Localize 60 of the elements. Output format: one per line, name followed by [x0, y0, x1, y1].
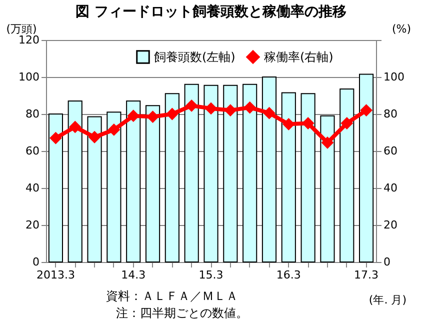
bar [164, 93, 180, 262]
y-tick-label: 40 [26, 182, 40, 194]
point [321, 136, 334, 149]
bar [106, 112, 122, 262]
point [340, 117, 353, 130]
point [204, 102, 218, 114]
y2-tick-label: 0 [384, 256, 390, 268]
y2-tick-label: 100 [384, 70, 404, 84]
bar [48, 114, 63, 262]
y-tick-label: 60 [26, 144, 40, 158]
x-tick-label: 14.3 [121, 268, 146, 282]
y-tick-label: 80 [26, 108, 40, 120]
point [263, 107, 276, 120]
bar [184, 84, 199, 262]
y2-axis-title: (%) [392, 22, 412, 36]
point [244, 101, 256, 114]
legend-label: 稼働率(右軸) [264, 50, 334, 64]
y2-tick-label: 80 [384, 108, 398, 120]
bar [359, 74, 374, 262]
y-tick-label: 0 [32, 256, 40, 268]
y-axis-title: (万頭) [6, 22, 37, 36]
y-tick-label: 120 [18, 34, 40, 46]
point [127, 110, 140, 122]
bar [320, 115, 335, 262]
point [108, 124, 120, 136]
point [69, 120, 82, 133]
bar [204, 84, 218, 262]
text: 注：四半期ごとの数値。 [116, 306, 248, 320]
x-tick-label: 16.3 [276, 268, 301, 282]
bar [145, 105, 160, 262]
bar [68, 100, 82, 262]
bar [340, 88, 354, 262]
point [146, 110, 159, 123]
point [360, 104, 372, 116]
point [302, 117, 314, 130]
x-tick-label: 17.3 [354, 268, 379, 282]
bar [281, 92, 296, 262]
bar [262, 76, 277, 262]
legend-label: 飼養頭数(左軸) [154, 50, 236, 64]
point [282, 118, 295, 130]
y2-tick-label: 20 [384, 218, 398, 232]
x-axis-title: (年. 月) [368, 294, 406, 306]
point [166, 108, 178, 120]
point [50, 132, 62, 144]
x-tick-label: 15.3 [198, 268, 224, 282]
bar [300, 93, 316, 262]
point [88, 131, 101, 144]
y-tick-label: 20 [26, 218, 40, 232]
y2-tick-label: 60 [384, 144, 398, 158]
point [224, 104, 236, 116]
bar [87, 116, 102, 262]
text: 資料：ＡＬＦＡ／ＭＬＡ [106, 289, 238, 303]
chart-title: 図 フィードロット飼養頭数と稼働率の推移 [76, 3, 346, 20]
bar [126, 100, 141, 262]
y2-tick-label: 40 [384, 182, 398, 194]
y-tick-label: 100 [18, 70, 40, 84]
bar [242, 84, 258, 262]
point [186, 100, 198, 112]
x-tick-label: 2013.3 [36, 268, 75, 282]
bar [223, 84, 238, 262]
